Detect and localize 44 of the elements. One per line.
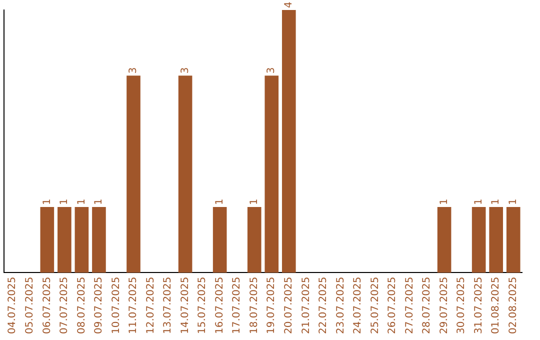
x-tick-label: 22.07.2025: [318, 276, 330, 334]
x-tick-label: 29.07.2025: [438, 276, 450, 334]
data-label: 3: [180, 67, 191, 74]
x-tick-label: 30.07.2025: [456, 276, 468, 334]
x-tick-label: 21.07.2025: [300, 276, 312, 334]
data-label: 1: [508, 198, 519, 206]
data-label: 1: [214, 198, 226, 206]
data-label: 1: [438, 198, 450, 206]
x-tick-label: 10.07.2025: [110, 276, 122, 334]
x-tick-label: 26.07.2025: [387, 276, 398, 334]
x-tick-label: 04.07.2025: [7, 276, 18, 334]
data-label: 1: [76, 198, 88, 206]
x-tick-label: 17.07.2025: [232, 276, 243, 334]
x-tick-label: 20.07.2025: [283, 276, 294, 334]
data-label: 4: [283, 2, 294, 8]
x-tick-label: 02.08.2025: [508, 276, 519, 334]
x-tick-label: 06.07.2025: [42, 276, 53, 334]
x-tick-label: 01.08.2025: [490, 276, 502, 334]
x-tick-label: 12.07.2025: [145, 276, 156, 334]
x-tick-label: 05.07.2025: [24, 276, 36, 334]
data-label: 1: [42, 198, 53, 206]
x-tick-label: 27.07.2025: [404, 276, 416, 334]
data-label: 3: [128, 67, 140, 74]
x-tick-label: 14.07.2025: [180, 276, 191, 334]
x-tick-label: 31.07.2025: [473, 276, 484, 334]
data-label: 1: [490, 198, 502, 206]
x-tick-label: 09.07.2025: [94, 276, 105, 334]
x-tick-label: 15.07.2025: [197, 276, 208, 334]
x-tick-label: 16.07.2025: [214, 276, 226, 334]
data-label: 1: [248, 198, 260, 206]
x-tick-label: 28.07.2025: [422, 276, 433, 334]
data-label: 1: [59, 198, 70, 206]
data-label: 1: [473, 198, 484, 206]
x-tick-label: 24.07.2025: [352, 276, 364, 334]
data-label: 3: [266, 67, 278, 74]
x-tick-label: 13.07.2025: [162, 276, 174, 334]
x-tick-label: 18.07.2025: [248, 276, 260, 334]
x-tick-label: 25.07.2025: [370, 276, 381, 334]
x-tick-label: 23.07.2025: [335, 276, 346, 334]
x-tick-label: 11.07.2025: [128, 276, 140, 334]
x-tick-label: 08.07.2025: [76, 276, 88, 334]
x-tick-label: 19.07.2025: [266, 276, 278, 334]
x-tick-label: 07.07.2025: [59, 276, 70, 334]
data-label: 1: [94, 198, 105, 206]
